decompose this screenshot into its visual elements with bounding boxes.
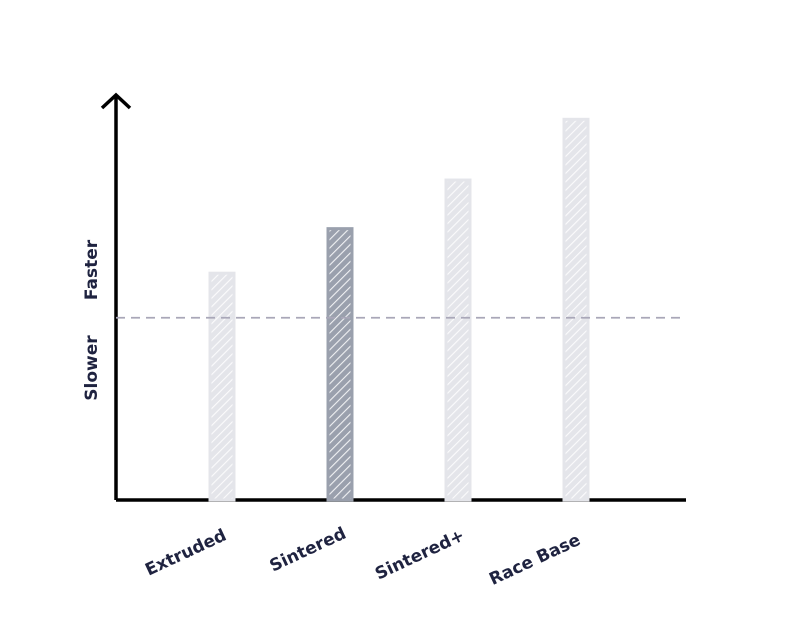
- faster-label: Faster: [82, 239, 102, 300]
- x-tick-label: Race Base: [486, 530, 583, 590]
- bar: [326, 227, 354, 502]
- y-axis-arrow: [100, 92, 132, 110]
- x-tick-label: Sintered: [267, 524, 350, 577]
- bar: [444, 178, 472, 502]
- x-tick-label: Extruded: [142, 526, 229, 581]
- bar: [562, 117, 590, 502]
- bar: [208, 271, 236, 502]
- slower-label: Slower: [82, 335, 102, 401]
- x-tick-label: Sintered+: [372, 526, 468, 585]
